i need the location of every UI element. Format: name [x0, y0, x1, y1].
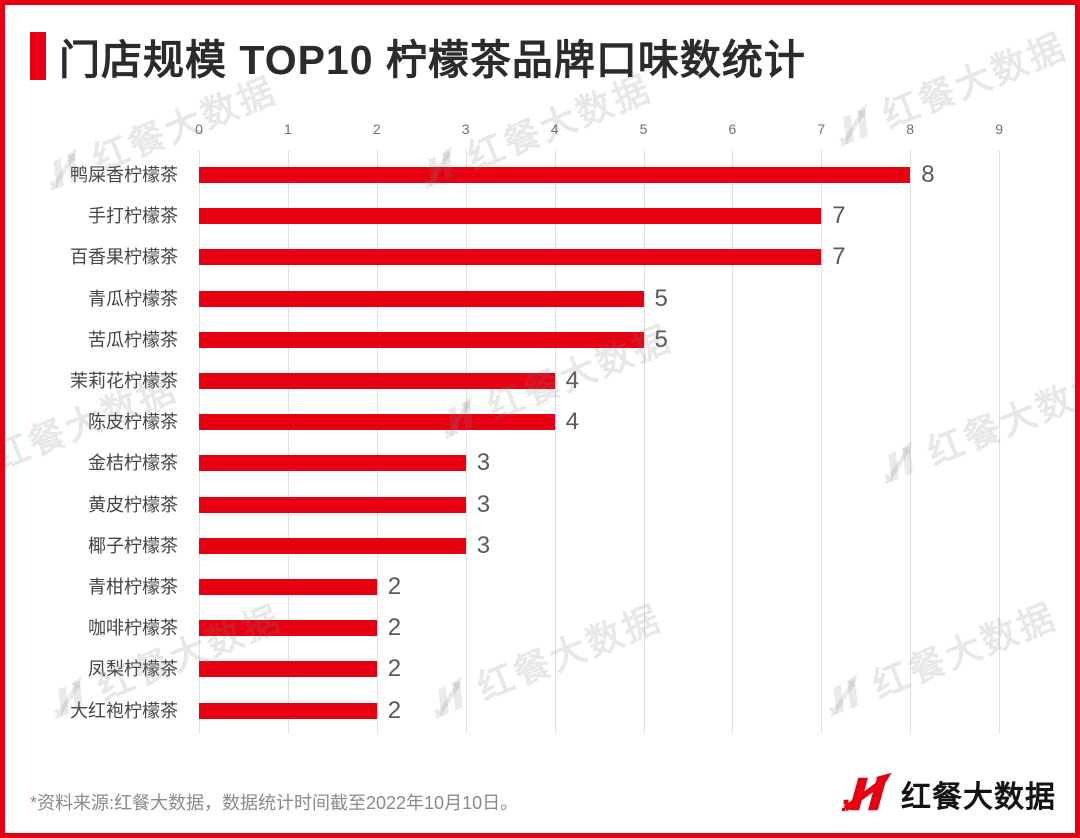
title-marker [30, 32, 46, 80]
value-label: 4 [565, 408, 579, 436]
category-label: 青柑柠檬茶 [88, 577, 178, 597]
bar [199, 249, 822, 266]
bar [199, 496, 466, 513]
bar [199, 208, 822, 225]
bar [199, 620, 377, 637]
chart-header: 门店规模 TOP10 柠檬茶品牌口味数统计 [30, 26, 806, 86]
brand-logo-icon [842, 771, 894, 817]
x-tick-label: 4 [550, 121, 559, 137]
brand-logo-text: 红餐大数据 [901, 781, 1056, 814]
category-label: 茉莉花柠檬茶 [70, 371, 178, 391]
x-tick-label: 5 [639, 121, 648, 137]
source-note: *资料来源:红餐大数据，数据统计时间截至2022年10月10日。 [30, 793, 519, 813]
value-label: 8 [921, 161, 935, 188]
brand-logo: 红餐大数据 [842, 771, 1056, 817]
bar [199, 579, 377, 595]
category-label: 金桔柠檬茶 [88, 453, 178, 474]
bar [199, 414, 555, 431]
gridline [554, 150, 556, 733]
category-label: 鸭屎香柠檬茶 [70, 165, 178, 185]
gridline [465, 150, 467, 733]
value-label: 5 [654, 325, 668, 353]
x-tick-label: 6 [728, 121, 737, 137]
value-label: 4 [565, 367, 579, 394]
category-label: 陈皮柠檬茶 [88, 412, 178, 433]
value-label: 3 [476, 449, 491, 477]
x-tick-label: 0 [195, 121, 203, 137]
bar [199, 331, 644, 348]
category-label: 凤梨柠檬茶 [88, 659, 178, 680]
chart-title: 门店规模 TOP10 柠檬茶品牌口味数统计 [59, 37, 806, 83]
category-label: 黄皮柠檬茶 [88, 494, 178, 515]
category-label: 手打柠檬茶 [88, 206, 178, 227]
x-tick-label: 9 [995, 121, 1003, 137]
gridline [199, 150, 200, 733]
value-label: 5 [654, 284, 668, 312]
value-label: 2 [387, 573, 402, 600]
x-tick-label: 7 [817, 121, 826, 137]
gridline [287, 150, 289, 733]
bar [199, 167, 911, 183]
x-tick-label: 8 [906, 121, 915, 137]
gridline [821, 150, 823, 733]
category-label: 大红袍柠檬茶 [70, 700, 178, 721]
value-label: 7 [832, 243, 846, 271]
gridline [999, 150, 1001, 733]
value-label: 2 [387, 696, 402, 724]
category-label: 百香果柠檬茶 [70, 247, 178, 268]
bar [199, 702, 377, 719]
gridline [376, 150, 378, 733]
value-label: 2 [387, 614, 402, 642]
x-tick-label: 2 [372, 121, 381, 137]
category-label: 椰子柠檬茶 [88, 535, 178, 556]
gridline [643, 150, 645, 733]
value-label: 2 [387, 655, 402, 683]
x-tick-label: 1 [283, 121, 292, 137]
category-label: 青瓜柠檬茶 [88, 288, 178, 309]
category-label: 苦瓜柠檬茶 [88, 329, 178, 350]
gridline [910, 150, 912, 733]
bar [199, 373, 555, 389]
value-label: 7 [832, 202, 846, 230]
bar [199, 537, 466, 554]
bar [199, 661, 377, 678]
bar [199, 455, 466, 472]
x-tick-label: 3 [461, 121, 470, 137]
bar [199, 290, 644, 307]
category-label: 咖啡柠檬茶 [88, 618, 178, 639]
value-label: 3 [476, 531, 491, 559]
value-label: 3 [476, 490, 491, 518]
gridline [732, 150, 734, 733]
